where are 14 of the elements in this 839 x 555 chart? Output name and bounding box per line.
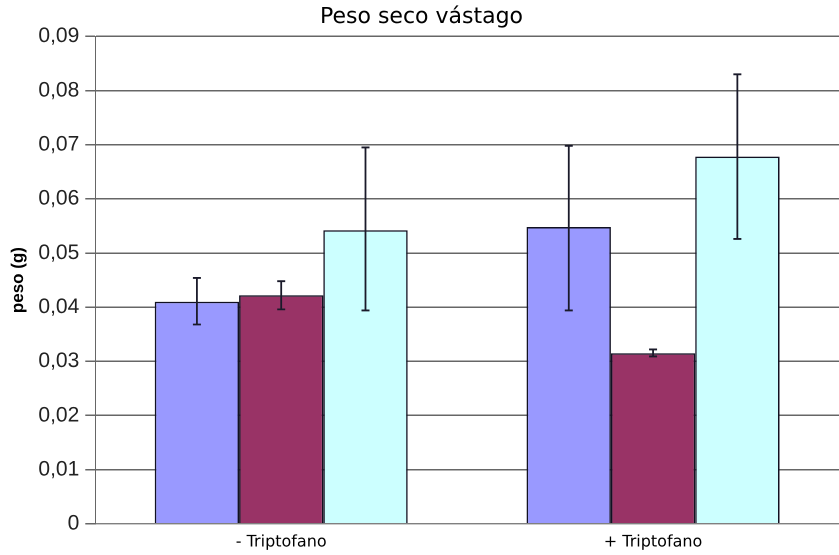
y-tick-label: 0 — [68, 512, 80, 535]
chart-title: Peso seco vástago — [320, 4, 523, 29]
y-tick-label: 0,07 — [38, 132, 80, 156]
y-tick-label: 0,06 — [38, 186, 80, 210]
y-tick-label: 0,03 — [38, 349, 80, 372]
y-tick-label: 0,08 — [38, 78, 80, 102]
y-tick-label: 0,04 — [38, 294, 80, 318]
x-tick-label: + Triptofano — [604, 532, 702, 551]
y-axis-title: peso (g) — [8, 247, 27, 314]
y-tick-label: 0,02 — [38, 403, 80, 426]
y-tick-label: 0,09 — [38, 24, 80, 48]
y-tick-label: 0,01 — [38, 457, 80, 480]
y-tick-label: 0,05 — [38, 240, 80, 264]
x-tick-label: - Triptofano — [236, 532, 327, 551]
